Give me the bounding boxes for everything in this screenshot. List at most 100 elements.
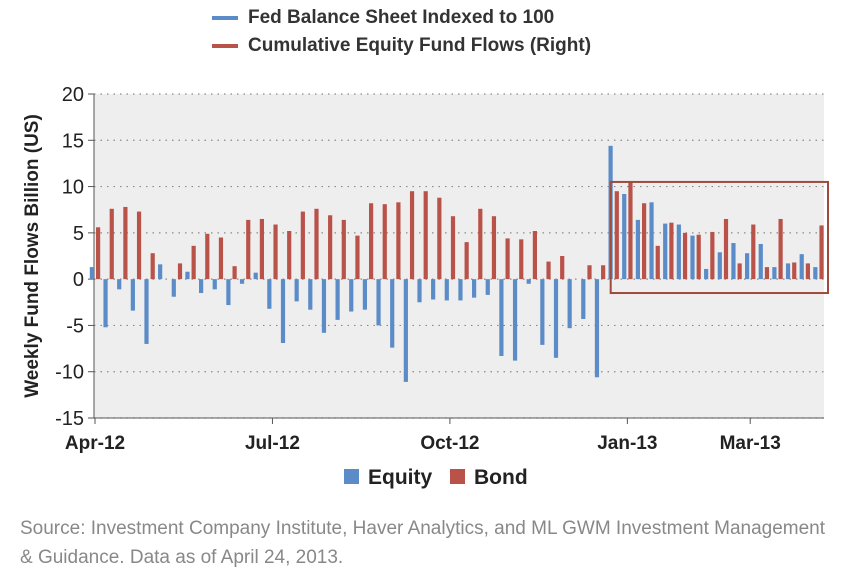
bond-bar	[614, 191, 619, 280]
bond-bar	[287, 231, 292, 280]
bond-bar	[437, 197, 442, 280]
bond-bar	[314, 208, 319, 280]
top-legend: Fed Balance Sheet Indexed to 100 Cumulat…	[212, 4, 591, 60]
bond-bar	[246, 219, 251, 280]
equity-bar	[117, 279, 122, 290]
equity-bar	[390, 279, 395, 348]
equity-bar	[758, 243, 763, 280]
equity-bar	[663, 223, 668, 280]
equity-bar	[581, 279, 586, 319]
equity-bar	[594, 279, 600, 378]
bond-bar	[382, 204, 387, 280]
equity-bar	[444, 279, 449, 301]
equity-bar	[472, 279, 477, 298]
equity-bar	[212, 279, 217, 290]
bond-bar	[450, 216, 456, 280]
bond-bar	[478, 208, 483, 280]
y-tick-label: 20	[62, 84, 84, 106]
bond-bar	[751, 224, 756, 280]
bond-bar	[778, 218, 783, 280]
bond-bar	[696, 234, 701, 280]
bar-chart: -15 -10 -5 0 5 10 15 20 Apr-12 Jul-12 Oct-12 Jan-1…	[22, 84, 830, 489]
bond-bar	[218, 237, 224, 280]
bond-bar	[369, 203, 374, 280]
top-legend-label-cumulative: Cumulative Equity Fund Flows (Right)	[248, 35, 592, 56]
equity-bar	[335, 279, 340, 320]
highlight-box	[609, 180, 830, 295]
equity-bar	[772, 267, 777, 280]
y-tick-label: 10	[62, 177, 84, 199]
top-legend-label-fed: Fed Balance Sheet Indexed to 100	[248, 7, 555, 28]
equity-bar	[512, 279, 518, 361]
top-legend-item-fed: Fed Balance Sheet Indexed to 100	[212, 4, 591, 32]
bond-bar	[519, 239, 524, 280]
equity-bar	[785, 263, 791, 280]
equity-bar	[403, 279, 408, 382]
bond-bar	[546, 261, 551, 280]
equity-bar	[553, 279, 559, 358]
equity-bar	[526, 279, 531, 284]
source-note: Source: Investment Company Institute, Ha…	[20, 518, 826, 568]
bond-bar	[792, 262, 797, 280]
equity-bar	[226, 279, 231, 306]
bond-bar	[764, 267, 770, 280]
bond-bar	[355, 235, 360, 280]
bond-bar	[491, 216, 497, 280]
bond-bar	[723, 218, 729, 280]
equity-bar	[171, 279, 176, 297]
bond-bar	[737, 263, 742, 280]
equity-bar	[267, 279, 272, 309]
equity-bar	[321, 279, 327, 333]
equity-bar	[294, 279, 299, 302]
bond-bar	[642, 203, 647, 280]
y-axis-label: Weekly Fund Flows Billion (US)	[22, 114, 43, 398]
bond-bar	[232, 266, 237, 280]
equity-bar	[458, 279, 463, 301]
bond-bar	[819, 225, 824, 280]
bond-bar	[136, 211, 142, 280]
equity-bar	[199, 279, 204, 294]
bond-bar	[628, 181, 633, 280]
x-tick-label: Mar-13	[720, 433, 781, 454]
equity-bar	[635, 219, 640, 280]
y-tick-label: -15	[55, 408, 84, 430]
bond-bar	[669, 222, 674, 280]
equity-bar	[540, 279, 545, 345]
equity-bar	[731, 243, 736, 280]
bond-bar	[205, 233, 210, 280]
equity-bar	[704, 268, 709, 280]
bond-bar	[341, 219, 346, 280]
bond-bar	[805, 263, 810, 280]
bond-bar	[328, 215, 333, 280]
equity-bar	[622, 193, 627, 280]
equity-bar	[158, 264, 163, 280]
bond-bar	[505, 238, 510, 280]
equity-bar	[89, 267, 94, 280]
bond-bar	[423, 191, 428, 280]
bond-bar	[601, 265, 606, 280]
equity-bar	[376, 279, 381, 326]
x-tick-label: Jul-12	[245, 433, 300, 454]
equity-bar	[799, 254, 804, 280]
equity-bar	[239, 279, 245, 284]
bond-bar	[560, 256, 565, 280]
equity-bar	[308, 279, 313, 310]
bond-bar	[464, 242, 469, 280]
equity-bar	[499, 279, 504, 356]
equity-bar	[690, 235, 695, 280]
bond-bar	[259, 218, 264, 280]
bond-bar	[273, 224, 278, 280]
equity-bar	[185, 271, 190, 280]
bond-bar	[177, 263, 183, 280]
x-tick-label: Jan-13	[597, 433, 657, 454]
bond-bar	[300, 211, 305, 280]
bond-legend-label: Bond	[474, 466, 528, 489]
plot-background	[94, 94, 824, 418]
equity-bar	[485, 279, 490, 295]
bond-bar	[150, 253, 155, 280]
cumulative-line-swatch-icon	[212, 44, 238, 48]
bond-legend-swatch-icon	[450, 469, 465, 484]
equity-bar	[144, 279, 149, 344]
bond-bar	[96, 227, 101, 280]
bond-bar	[587, 265, 592, 280]
